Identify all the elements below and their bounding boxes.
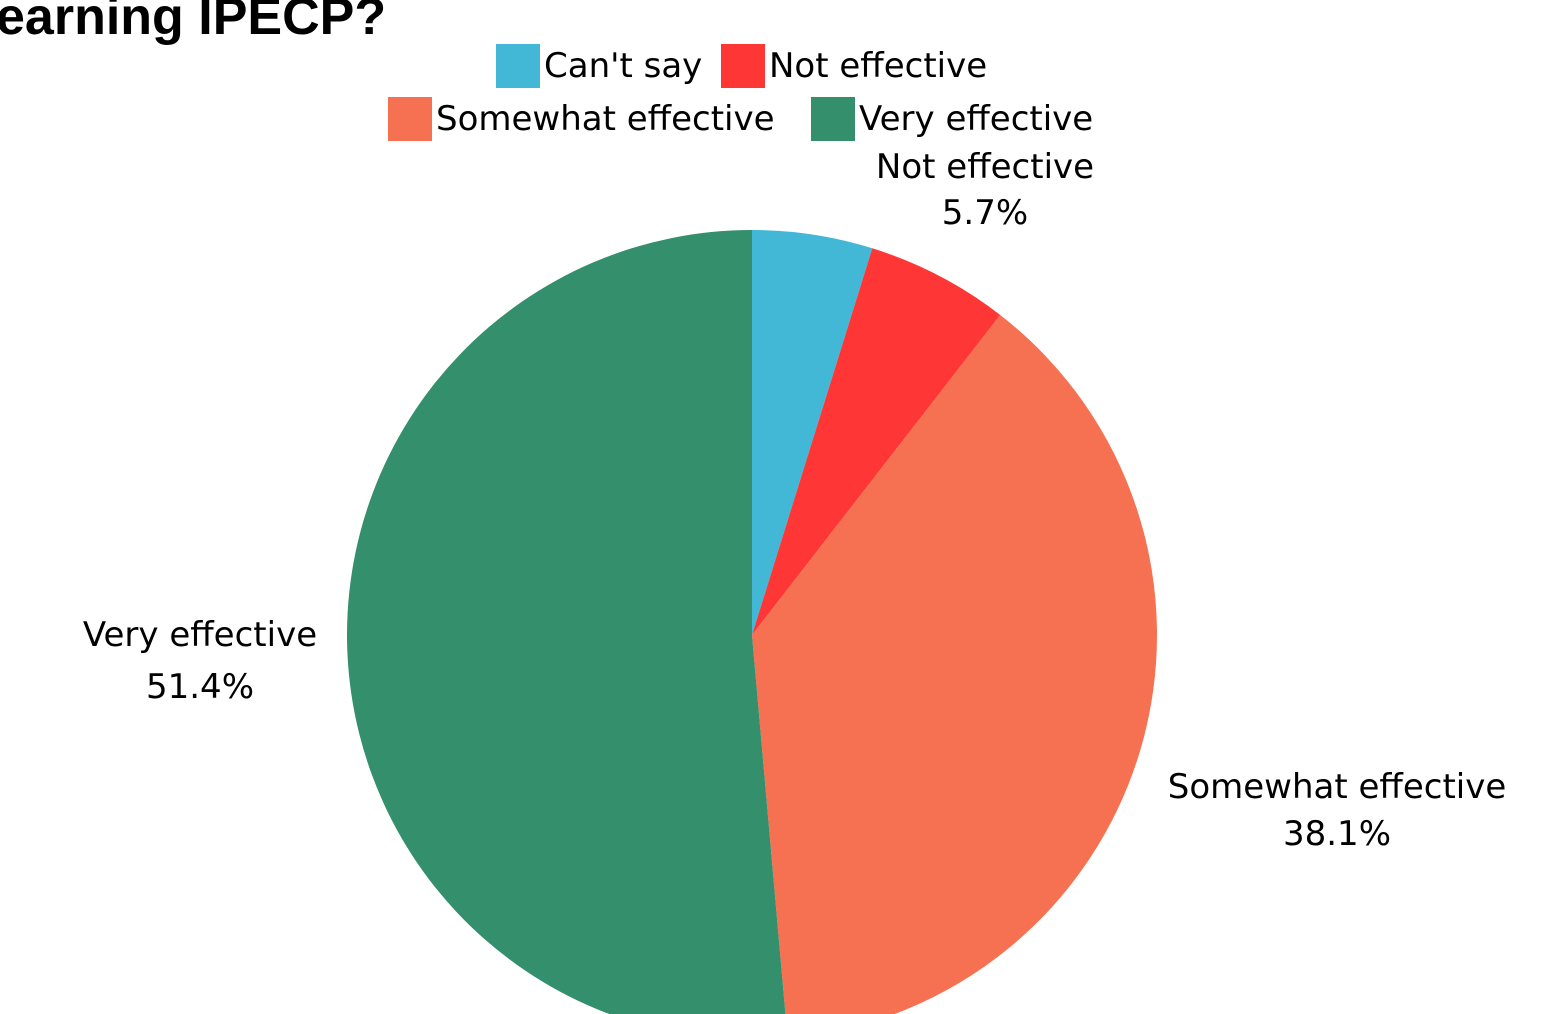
slice-labels: Not effective 5.7% Somewhat effective 38…	[83, 147, 1506, 854]
slice-label-category-not-effective: Not effective	[876, 147, 1094, 187]
slice-label-category-somewhat-effective: Somewhat effective	[1168, 767, 1507, 807]
legend-swatch-cant-say	[496, 44, 540, 88]
slice-label-category-very-effective: Very effective	[83, 615, 317, 655]
pie-slice-not-effective	[752, 248, 1001, 636]
slice-label-value-very-effective: 51.4%	[146, 667, 254, 707]
pie-slices	[346, 230, 1157, 1014]
slice-label-value-not-effective: 5.7%	[942, 193, 1028, 233]
legend-label-somewhat-effective: Somewhat effective	[436, 99, 775, 139]
legend-swatch-somewhat-effective	[388, 97, 432, 141]
legend: Can't say Not effective Somewhat effecti…	[388, 44, 1093, 141]
pie-slice-somewhat-effective	[752, 314, 1157, 1014]
legend-label-very-effective: Very effective	[859, 99, 1093, 139]
slice-label-value-somewhat-effective: 38.1%	[1283, 814, 1391, 854]
legend-swatch-very-effective	[811, 97, 855, 141]
chart-title: earning IPECP?	[0, 0, 386, 46]
legend-swatch-not-effective	[721, 44, 765, 88]
pie-slice-very-effective	[346, 230, 786, 1014]
legend-label-not-effective: Not effective	[769, 46, 987, 86]
pie-slice-can-t-say	[752, 230, 873, 635]
legend-label-cant-say: Can't say	[544, 46, 702, 86]
